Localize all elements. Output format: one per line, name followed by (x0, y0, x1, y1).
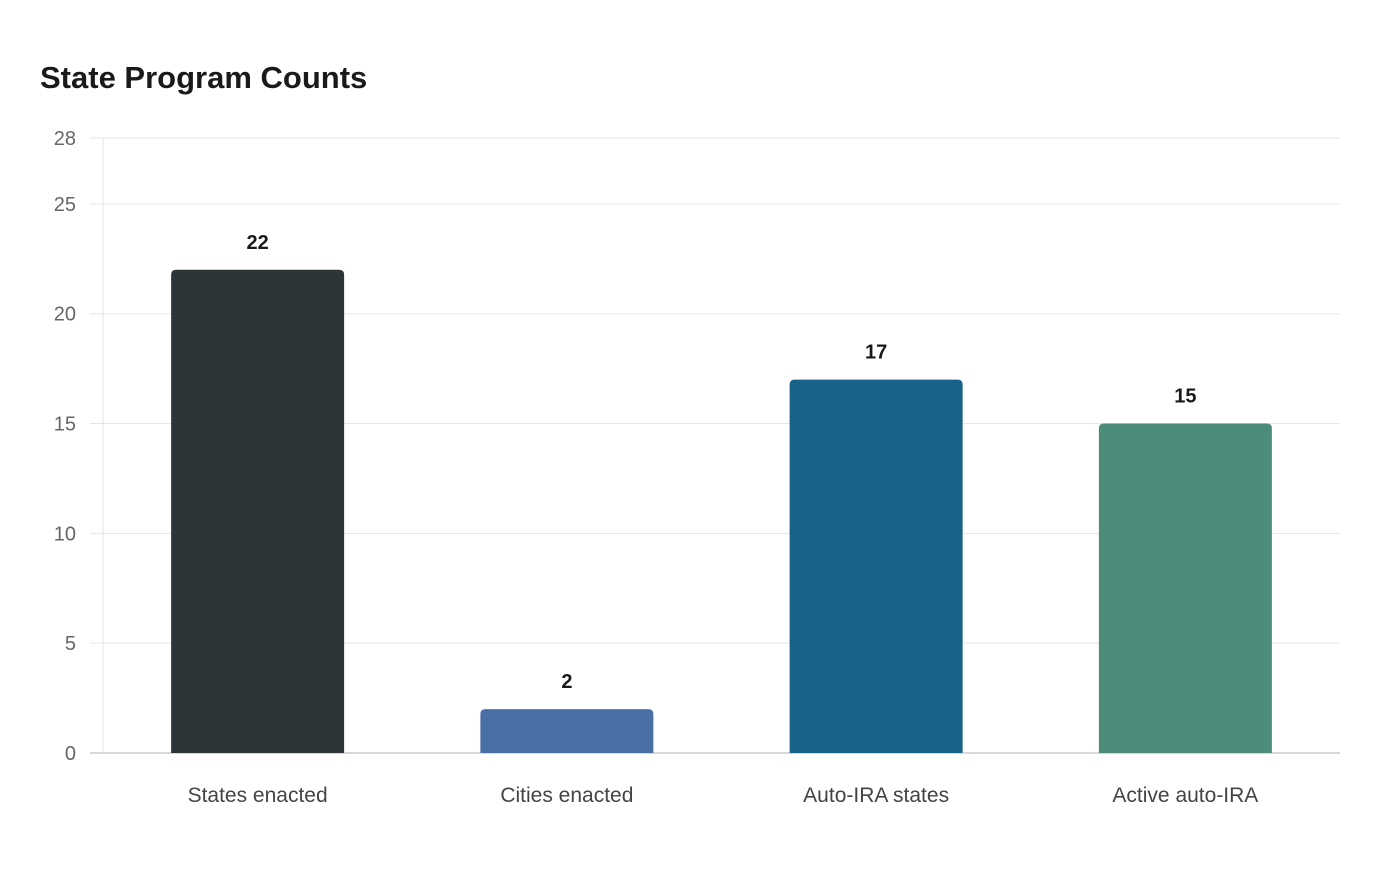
chart-title: State Program Counts (40, 60, 368, 95)
bar-active-auto-ira (1098, 423, 1272, 753)
bar-value-label: 15 (1174, 386, 1196, 408)
y-tick-label: 0 (65, 743, 76, 765)
x-category-label: Cities enacted (500, 784, 633, 807)
y-tick-label: 20 (54, 304, 76, 326)
bar-auto-ira-states (789, 379, 963, 753)
y-tick-label: 15 (54, 414, 76, 436)
bar-value-label: 17 (865, 342, 887, 364)
y-tick-label: 5 (65, 633, 76, 655)
bar-value-label: 2 (561, 671, 572, 693)
bar-states-enacted (171, 269, 345, 753)
y-tick-label: 28 (54, 128, 76, 150)
x-category-label: States enacted (188, 784, 328, 807)
x-category-label: Auto-IRA states (803, 784, 949, 807)
bar-value-label: 22 (247, 232, 269, 254)
y-tick-label: 10 (54, 523, 76, 545)
y-tick-label: 25 (54, 194, 76, 216)
x-category-label: Active auto-IRA (1112, 784, 1258, 807)
bar-cities-enacted (480, 709, 654, 753)
